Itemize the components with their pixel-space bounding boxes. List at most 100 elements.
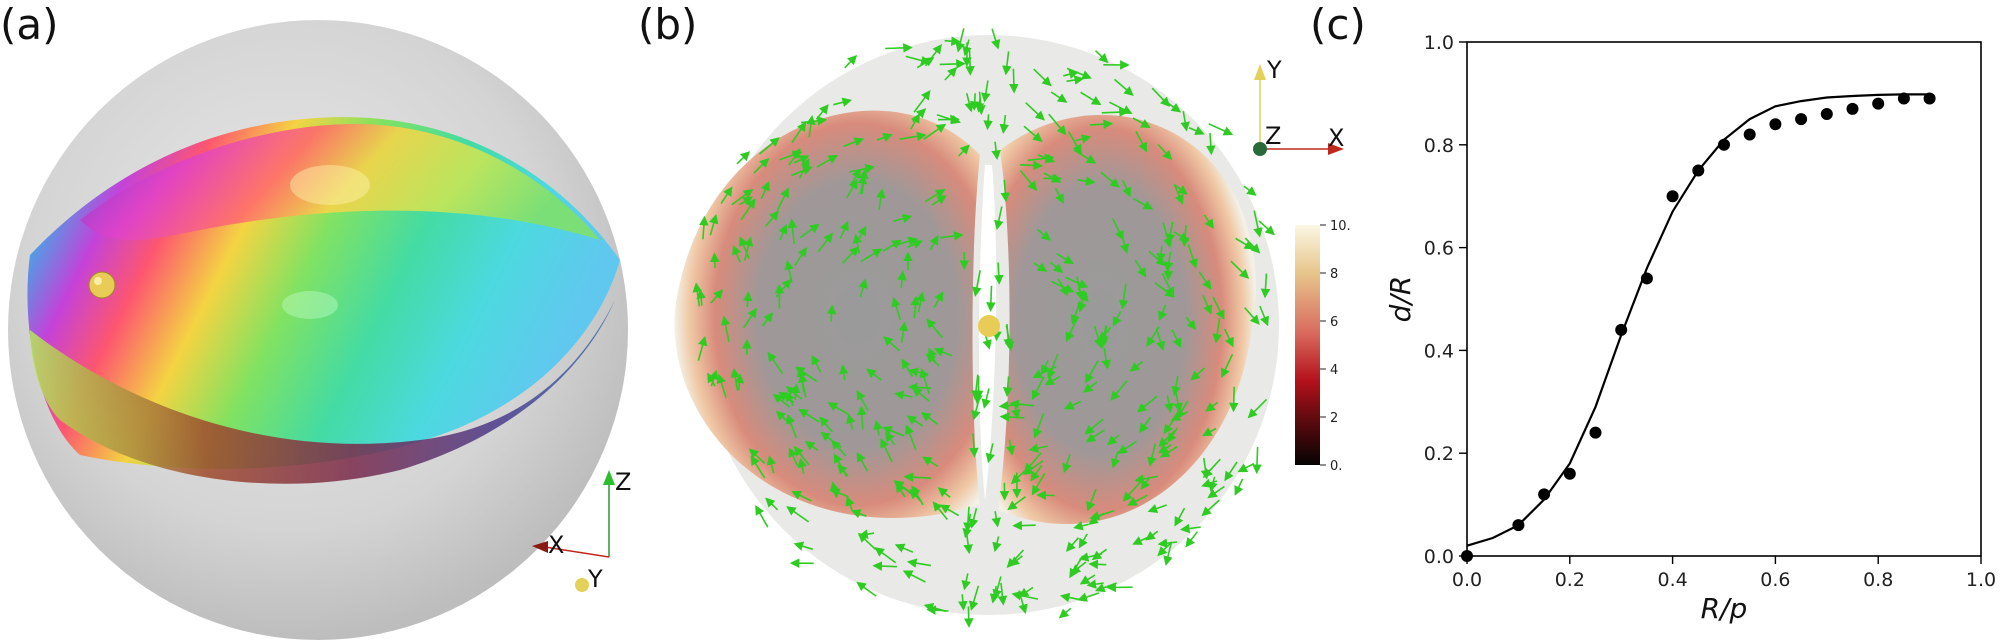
director-arrow xyxy=(1078,533,1088,549)
director-arrow xyxy=(964,93,974,113)
director-arrow xyxy=(1089,119,1113,129)
director-arrow xyxy=(1243,185,1257,196)
director-arrow xyxy=(1110,450,1121,469)
director-arrow xyxy=(778,150,803,161)
director-arrow xyxy=(1078,552,1103,562)
section-right-half xyxy=(998,114,1256,525)
director-arrow xyxy=(923,602,947,613)
panel-label-c: (c) xyxy=(1310,0,1366,49)
director-arrow xyxy=(699,215,709,240)
director-arrow xyxy=(697,335,708,361)
director-arrow xyxy=(872,561,897,571)
director-arrow xyxy=(991,141,1001,160)
data-point xyxy=(1743,128,1756,141)
director-arrow xyxy=(1237,462,1255,473)
director-arrow xyxy=(1075,134,1092,144)
director-arrow xyxy=(833,97,853,107)
director-arrow xyxy=(1122,481,1142,502)
director-arrow xyxy=(775,278,792,298)
director-arrow xyxy=(1117,440,1137,454)
data-point xyxy=(1795,113,1808,126)
director-arrow xyxy=(1157,538,1178,548)
director-arrow xyxy=(856,452,869,472)
director-arrow xyxy=(1101,347,1111,370)
director-arrow xyxy=(856,581,877,597)
section-left-half xyxy=(674,110,980,518)
director-arrow xyxy=(991,28,1001,50)
director-arrow xyxy=(852,233,862,254)
director-arrow xyxy=(937,487,951,499)
surface-top-lobe xyxy=(80,124,600,240)
director-arrow xyxy=(1235,237,1255,250)
director-arrow xyxy=(908,367,929,377)
director-arrow xyxy=(758,137,780,155)
axes-triad-b: Y Z X xyxy=(1253,56,1344,156)
director-arrow xyxy=(830,439,847,457)
director-arrow xyxy=(720,315,731,343)
director-arrow xyxy=(1132,197,1154,210)
director-arrow xyxy=(1056,252,1074,265)
data-point xyxy=(1666,190,1679,203)
director-arrow xyxy=(873,419,883,436)
data-point xyxy=(1461,550,1473,562)
director-arrow xyxy=(1129,360,1144,372)
director-arrow xyxy=(1007,496,1026,511)
director-arrow xyxy=(971,374,981,401)
director-arrow xyxy=(1253,210,1263,238)
director-arrow xyxy=(736,151,751,165)
data-point xyxy=(1538,488,1551,501)
data-points xyxy=(1461,92,1936,562)
colorbar-tick-label: 0. xyxy=(1330,459,1342,474)
director-arrow xyxy=(894,543,914,553)
director-arrow xyxy=(1086,488,1097,512)
director-arrow xyxy=(993,262,1004,285)
director-arrow xyxy=(1157,541,1172,557)
director-arrow xyxy=(1073,521,1089,531)
director-arrow xyxy=(998,400,1024,411)
director-arrow xyxy=(1050,91,1068,103)
director-arrow xyxy=(786,506,810,523)
director-arrow xyxy=(829,481,840,498)
director-arrow xyxy=(999,412,1025,422)
director-arrow xyxy=(692,282,703,307)
director-arrow xyxy=(1171,375,1181,397)
director-arrow xyxy=(778,224,788,241)
director-arrow xyxy=(776,187,789,211)
x-tick-label: 0.0 xyxy=(1452,569,1482,591)
director-arrow xyxy=(1000,179,1011,203)
director-arrow xyxy=(750,455,766,479)
director-arrow xyxy=(743,307,757,329)
director-arrow xyxy=(1132,533,1155,545)
director-arrow xyxy=(760,181,770,199)
director-arrow xyxy=(798,158,810,179)
director-arrow xyxy=(1157,143,1173,161)
director-arrow xyxy=(1134,259,1147,278)
director-arrow xyxy=(753,157,770,174)
director-arrow xyxy=(991,511,1001,528)
director-arrow xyxy=(1174,507,1186,527)
panel-label-b: (b) xyxy=(638,0,698,49)
director-arrow xyxy=(985,443,996,464)
director-arrow xyxy=(965,48,975,76)
director-arrow xyxy=(804,440,819,452)
director-arrow xyxy=(765,497,779,511)
director-arrow xyxy=(1205,401,1219,412)
director-arrow xyxy=(963,606,974,628)
director-arrow xyxy=(1171,329,1182,349)
colorbar-tick-label: 4 xyxy=(1330,363,1338,378)
director-arrow xyxy=(1147,443,1157,467)
axis-label-z-b: Z xyxy=(1265,122,1281,150)
director-arrow xyxy=(1010,470,1026,485)
director-arrow xyxy=(1009,555,1023,567)
director-arrow xyxy=(846,413,856,430)
director-arrow xyxy=(898,321,909,344)
director-arrow xyxy=(1163,251,1174,272)
director-arrow xyxy=(1088,512,1105,525)
director-arrow xyxy=(742,291,753,308)
axis-label-y-a: Y xyxy=(587,565,603,593)
director-arrow xyxy=(944,36,961,46)
director-arrow xyxy=(1002,51,1012,76)
director-arrow xyxy=(720,186,733,205)
director-arrow xyxy=(786,413,798,439)
director-arrow xyxy=(981,80,991,103)
